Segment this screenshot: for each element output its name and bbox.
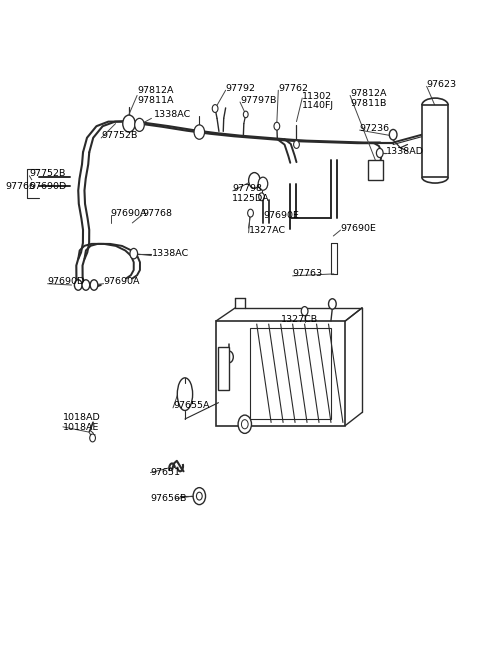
Circle shape bbox=[135, 119, 144, 132]
Text: 97812A: 97812A bbox=[350, 89, 386, 98]
Bar bbox=[422, 105, 448, 177]
Circle shape bbox=[212, 105, 218, 113]
Circle shape bbox=[376, 149, 383, 158]
Circle shape bbox=[389, 130, 397, 140]
Text: 97656B: 97656B bbox=[151, 495, 187, 503]
Text: 97812A: 97812A bbox=[137, 86, 174, 96]
Circle shape bbox=[225, 351, 233, 363]
Text: 1125DA: 1125DA bbox=[232, 195, 269, 203]
Text: 1018AD: 1018AD bbox=[63, 413, 101, 422]
Circle shape bbox=[328, 299, 336, 309]
Text: 1327CB: 1327CB bbox=[281, 315, 318, 324]
Text: 1018AE: 1018AE bbox=[63, 423, 99, 432]
Circle shape bbox=[259, 193, 264, 200]
Text: 97762: 97762 bbox=[278, 84, 308, 93]
Text: 97797B: 97797B bbox=[240, 96, 276, 105]
Text: 97690D: 97690D bbox=[48, 277, 85, 286]
Bar bbox=[218, 347, 229, 390]
Bar bbox=[368, 160, 383, 179]
Bar bbox=[250, 328, 331, 419]
Text: 97690E: 97690E bbox=[263, 210, 299, 219]
Text: 97811A: 97811A bbox=[137, 96, 174, 105]
Text: 97792: 97792 bbox=[226, 84, 256, 93]
Circle shape bbox=[82, 280, 90, 290]
Text: 1338AC: 1338AC bbox=[154, 110, 191, 119]
Circle shape bbox=[243, 111, 248, 118]
Text: 11302: 11302 bbox=[302, 92, 332, 101]
Text: 97655A: 97655A bbox=[173, 402, 209, 411]
Text: 97798: 97798 bbox=[233, 185, 263, 193]
Circle shape bbox=[90, 434, 96, 442]
Text: 97690A: 97690A bbox=[104, 277, 140, 286]
Circle shape bbox=[74, 280, 82, 290]
Text: 97752B: 97752B bbox=[29, 170, 66, 178]
Circle shape bbox=[249, 173, 260, 188]
Circle shape bbox=[258, 177, 268, 190]
Text: 97690E: 97690E bbox=[340, 223, 376, 233]
Circle shape bbox=[274, 122, 280, 130]
Text: 97690A: 97690A bbox=[111, 209, 147, 217]
Text: 97623: 97623 bbox=[427, 80, 457, 89]
Text: 97768: 97768 bbox=[142, 209, 172, 217]
Text: 97752B: 97752B bbox=[101, 132, 138, 140]
Text: 97690D: 97690D bbox=[29, 182, 67, 191]
Circle shape bbox=[294, 141, 300, 149]
Circle shape bbox=[193, 487, 205, 504]
Text: 97763: 97763 bbox=[293, 269, 323, 278]
Text: 97651: 97651 bbox=[151, 468, 180, 477]
Text: 1327AC: 1327AC bbox=[249, 226, 286, 235]
Text: 1140FJ: 1140FJ bbox=[302, 102, 335, 111]
Circle shape bbox=[248, 209, 253, 217]
Circle shape bbox=[90, 280, 98, 290]
Circle shape bbox=[194, 125, 204, 140]
Circle shape bbox=[301, 307, 308, 316]
Text: 97811B: 97811B bbox=[350, 99, 386, 108]
Text: 1338AC: 1338AC bbox=[152, 249, 189, 258]
Text: 97236: 97236 bbox=[360, 124, 390, 133]
Text: 1338AD: 1338AD bbox=[386, 147, 424, 156]
Circle shape bbox=[238, 415, 252, 434]
Text: 97766: 97766 bbox=[5, 182, 36, 191]
Ellipse shape bbox=[177, 378, 192, 411]
Circle shape bbox=[130, 248, 138, 259]
Circle shape bbox=[123, 115, 135, 132]
